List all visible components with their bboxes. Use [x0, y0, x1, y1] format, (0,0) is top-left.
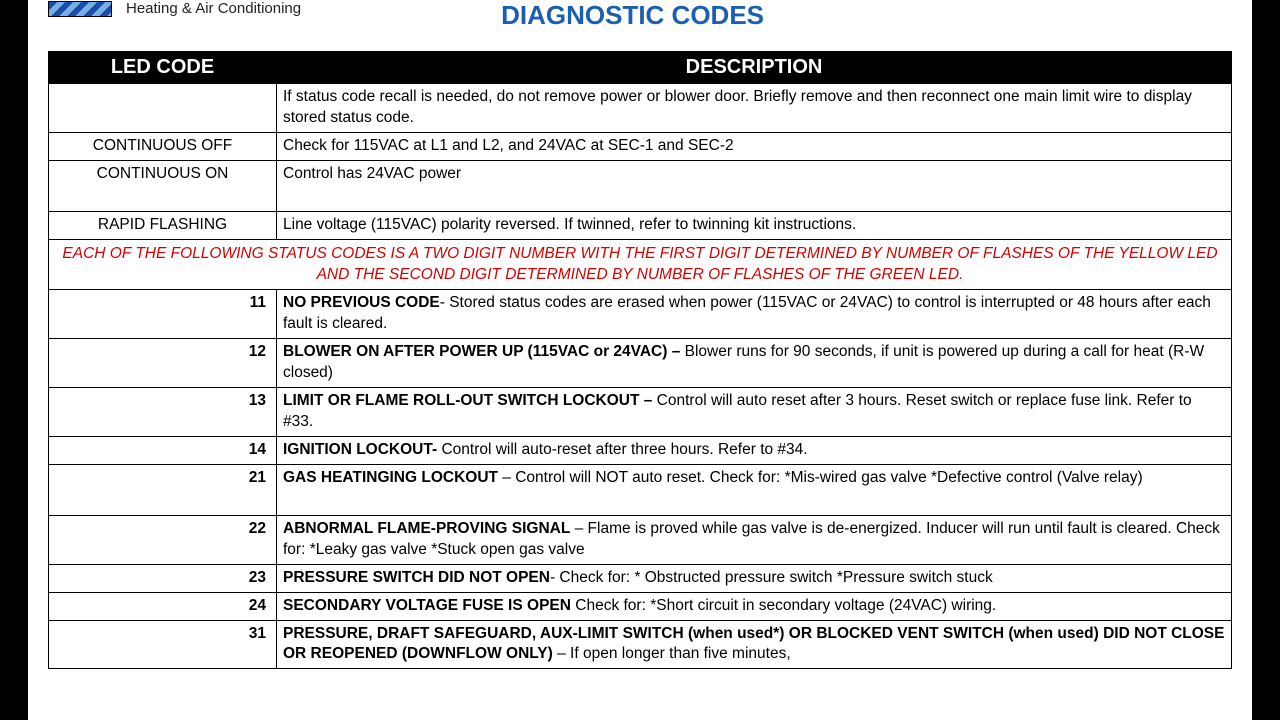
- logo-area: Heating & Air Conditioning: [48, 0, 301, 17]
- table-row: 24SECONDARY VOLTAGE FUSE IS OPEN Check f…: [49, 592, 1232, 620]
- code-cell: 14: [49, 436, 277, 464]
- code-cell: CONTINUOUS ON: [49, 160, 277, 211]
- table-row: 11NO PREVIOUS CODE- Stored status codes …: [49, 290, 1232, 339]
- red-note-cell: EACH OF THE FOLLOWING STATUS CODES IS A …: [49, 239, 1232, 290]
- code-cell: 11: [49, 290, 277, 339]
- table-row: CONTINUOUS OFFCheck for 115VAC at L1 and…: [49, 132, 1232, 160]
- desc-cell: Control has 24VAC power: [277, 160, 1232, 211]
- desc-cell: LIMIT OR FLAME ROLL-OUT SWITCH LOCKOUT –…: [277, 388, 1232, 437]
- desc-cell: Line voltage (115VAC) polarity reversed.…: [277, 211, 1232, 239]
- table-row: CONTINUOUS ONControl has 24VAC power: [49, 160, 1232, 211]
- desc-cell: BLOWER ON AFTER POWER UP (115VAC or 24VA…: [277, 339, 1232, 388]
- table-row: 21GAS HEATINGING LOCKOUT – Control will …: [49, 464, 1232, 515]
- page-header: Heating & Air Conditioning DIAGNOSTIC CO…: [48, 0, 1232, 51]
- code-cell: 23: [49, 564, 277, 592]
- table-body: If status code recall is needed, do not …: [49, 84, 1232, 669]
- col-header-desc: DESCRIPTION: [277, 52, 1232, 84]
- desc-cell: SECONDARY VOLTAGE FUSE IS OPEN Check for…: [277, 592, 1232, 620]
- code-cell: 13: [49, 388, 277, 437]
- table-row: If status code recall is needed, do not …: [49, 84, 1232, 133]
- desc-cell: GAS HEATINGING LOCKOUT – Control will NO…: [277, 464, 1232, 515]
- desc-cell: If status code recall is needed, do not …: [277, 84, 1232, 133]
- red-note-row: EACH OF THE FOLLOWING STATUS CODES IS A …: [49, 239, 1232, 290]
- desc-cell: IGNITION LOCKOUT- Control will auto-rese…: [277, 436, 1232, 464]
- code-cell: [49, 84, 277, 133]
- code-cell: CONTINUOUS OFF: [49, 132, 277, 160]
- table-row: 22ABNORMAL FLAME-PROVING SIGNAL – Flame …: [49, 515, 1232, 564]
- desc-cell: NO PREVIOUS CODE- Stored status codes ar…: [277, 290, 1232, 339]
- codes-table: LED CODE DESCRIPTION If status code reca…: [48, 51, 1232, 669]
- code-cell: 24: [49, 592, 277, 620]
- table-row: 13LIMIT OR FLAME ROLL-OUT SWITCH LOCKOUT…: [49, 388, 1232, 437]
- code-cell: 12: [49, 339, 277, 388]
- col-header-code: LED CODE: [49, 52, 277, 84]
- desc-cell: Check for 115VAC at L1 and L2, and 24VAC…: [277, 132, 1232, 160]
- desc-cell: ABNORMAL FLAME-PROVING SIGNAL – Flame is…: [277, 515, 1232, 564]
- document-page: Heating & Air Conditioning DIAGNOSTIC CO…: [28, 0, 1252, 720]
- page-title: DIAGNOSTIC CODES: [501, 0, 764, 31]
- table-header-row: LED CODE DESCRIPTION: [49, 52, 1232, 84]
- code-cell: 31: [49, 620, 277, 669]
- code-cell: 21: [49, 464, 277, 515]
- table-row: 23PRESSURE SWITCH DID NOT OPEN- Check fo…: [49, 564, 1232, 592]
- code-cell: RAPID FLASHING: [49, 211, 277, 239]
- code-cell: 22: [49, 515, 277, 564]
- table-row: RAPID FLASHINGLine voltage (115VAC) pola…: [49, 211, 1232, 239]
- tagline: Heating & Air Conditioning: [126, 0, 301, 17]
- desc-cell: PRESSURE SWITCH DID NOT OPEN- Check for:…: [277, 564, 1232, 592]
- desc-cell: PRESSURE, DRAFT SAFEGUARD, AUX-LIMIT SWI…: [277, 620, 1232, 669]
- table-row: 12BLOWER ON AFTER POWER UP (115VAC or 24…: [49, 339, 1232, 388]
- logo-icon: [48, 1, 112, 17]
- table-row: 14IGNITION LOCKOUT- Control will auto-re…: [49, 436, 1232, 464]
- table-row: 31PRESSURE, DRAFT SAFEGUARD, AUX-LIMIT S…: [49, 620, 1232, 669]
